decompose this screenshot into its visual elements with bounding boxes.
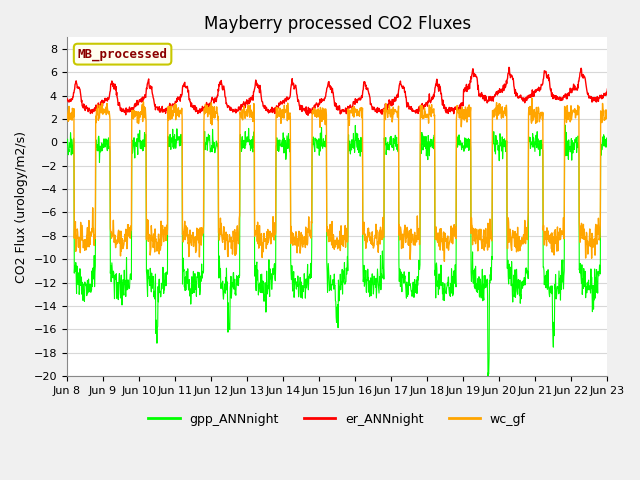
Y-axis label: CO2 Flux (urology/m2/s): CO2 Flux (urology/m2/s): [15, 131, 28, 283]
Legend: gpp_ANNnight, er_ANNnight, wc_gf: gpp_ANNnight, er_ANNnight, wc_gf: [143, 408, 531, 431]
Title: Mayberry processed CO2 Fluxes: Mayberry processed CO2 Fluxes: [204, 15, 470, 33]
Text: MB_processed: MB_processed: [77, 48, 168, 61]
